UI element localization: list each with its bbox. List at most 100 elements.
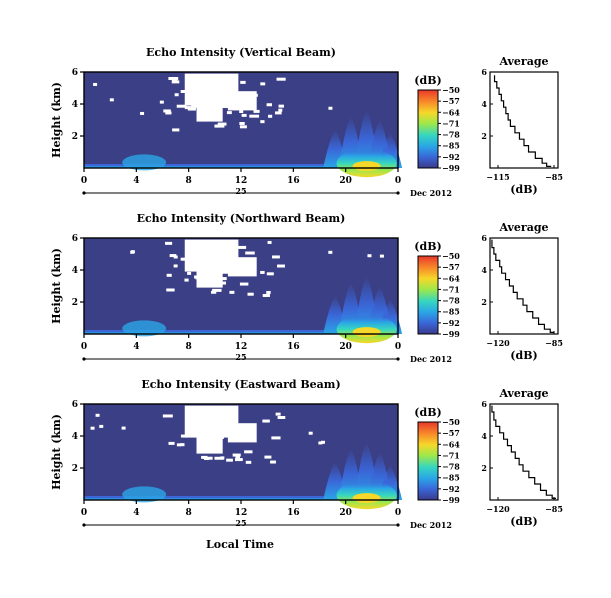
average-x-tick-label: −115 [486, 172, 509, 182]
missing-data-speck [206, 409, 216, 413]
missing-data-speck [121, 426, 126, 430]
missing-data-speck [180, 434, 187, 438]
echo-patch-morning [122, 486, 167, 503]
echo-patch-morning [122, 320, 167, 337]
colorbar-tick-label: −85 [442, 307, 460, 317]
panel-1: Echo Intensity (Vertical Beam) 6 4 2 Height … [50, 46, 563, 198]
day-label: 25 [235, 186, 246, 196]
missing-data-speck [222, 277, 227, 281]
day-label: 25 [235, 352, 246, 362]
missing-data-speck [262, 419, 270, 423]
missing-data-speck [172, 128, 180, 132]
missing-data-speck [173, 255, 178, 259]
missing-data-speck [176, 443, 182, 447]
missing-data-speck [228, 429, 233, 433]
x-tick-label: 0 [81, 342, 87, 352]
missing-data-speck [166, 273, 172, 277]
missing-data-speck [223, 411, 232, 415]
average-frame [489, 403, 559, 501]
y-tick-label: 4 [72, 266, 78, 276]
missing-data-speck [236, 245, 247, 249]
colorbar-tick-label: −57 [442, 428, 460, 438]
missing-data-speck [275, 412, 281, 416]
average-frame [489, 237, 559, 335]
missing-data-speck [228, 102, 234, 106]
average-x-tick-label: −85 [545, 172, 563, 182]
missing-data-speck [253, 109, 260, 113]
average-profile-line [491, 239, 555, 333]
missing-data-speck [198, 244, 207, 248]
missing-data-speck [216, 80, 224, 84]
missing-data-speck [226, 240, 235, 244]
x-tick-label: 0 [81, 176, 87, 186]
missing-data-speck [239, 110, 244, 114]
missing-data-speck [159, 100, 164, 104]
colorbar-tick-label: −71 [442, 450, 460, 460]
missing-data-speck [192, 433, 200, 437]
colorbar-unit: (dB) [414, 74, 441, 87]
x-tick-label: 8 [186, 342, 192, 352]
missing-data-speck [249, 114, 260, 118]
missing-data-block [227, 91, 257, 111]
average-y-tick-label: 6 [481, 399, 487, 409]
missing-data-speck [318, 441, 323, 445]
surface-echo-core [84, 332, 398, 334]
missing-data-speck [191, 104, 199, 108]
missing-data-speck [165, 241, 173, 245]
missing-data-speck [232, 453, 241, 457]
average-x-label: (dB) [510, 515, 537, 528]
missing-data-speck [260, 82, 266, 86]
average-y-tick-label: 2 [481, 297, 487, 307]
y-tick-label: 6 [72, 68, 78, 78]
missing-data-speck [217, 122, 227, 126]
day-line-end [396, 191, 400, 195]
missing-data-block [196, 104, 223, 122]
missing-data-speck [187, 271, 192, 275]
echo-hotspot-core [352, 327, 381, 338]
surface-echo-layer [84, 330, 398, 334]
missing-data-speck [184, 278, 189, 282]
average-title: Average [498, 55, 548, 68]
missing-data-speck [166, 288, 175, 292]
missing-data-speck [226, 111, 232, 115]
missing-data-speck [140, 111, 145, 115]
colorbar-tick-label: −50 [442, 85, 460, 95]
missing-data-speck [195, 276, 201, 280]
colorbar-tick-label: −64 [442, 439, 460, 449]
colorbar-tick-label: −99 [442, 495, 460, 505]
missing-data-speck [277, 264, 285, 268]
colorbar-tick-label: −71 [442, 284, 460, 294]
missing-data-speck [223, 422, 228, 426]
missing-data-speck [214, 124, 225, 128]
missing-data-speck [227, 245, 233, 249]
panel-title: Echo Intensity (Vertical Beam) [146, 46, 336, 59]
missing-data-speck [215, 254, 222, 258]
y-axis-label: Height (km) [50, 248, 63, 324]
average-x-tick-label: −85 [545, 504, 563, 514]
colorbar-tick-label: −78 [442, 130, 460, 140]
average-y-tick-label: 4 [481, 99, 487, 109]
surface-echo-layer [84, 496, 398, 500]
x-tick-label: 12 [235, 508, 248, 518]
missing-data-speck [187, 107, 196, 111]
missing-data-speck [211, 290, 217, 294]
missing-data-speck [262, 293, 270, 297]
missing-data-speck [174, 93, 179, 97]
average-y-tick-label: 4 [481, 431, 487, 441]
x-tick-label: 0 [395, 342, 401, 352]
echo-hotspot-core [352, 161, 381, 172]
missing-data-speck [224, 408, 230, 412]
missing-data-speck [239, 125, 247, 129]
x-tick-label: 4 [133, 508, 139, 518]
missing-data-speck [277, 415, 286, 419]
colorbar-tick-label: −57 [442, 96, 460, 106]
missing-data-speck [260, 120, 265, 124]
colorbar-unit: (dB) [414, 406, 441, 419]
missing-data-speck [210, 283, 217, 287]
missing-data-speck [212, 288, 222, 292]
x-tick-label: 16 [287, 342, 300, 352]
y-axis-label: Height (km) [50, 82, 63, 158]
y-tick-label: 6 [72, 400, 78, 410]
missing-data-speck [173, 264, 178, 268]
x-tick-label: 8 [186, 508, 192, 518]
